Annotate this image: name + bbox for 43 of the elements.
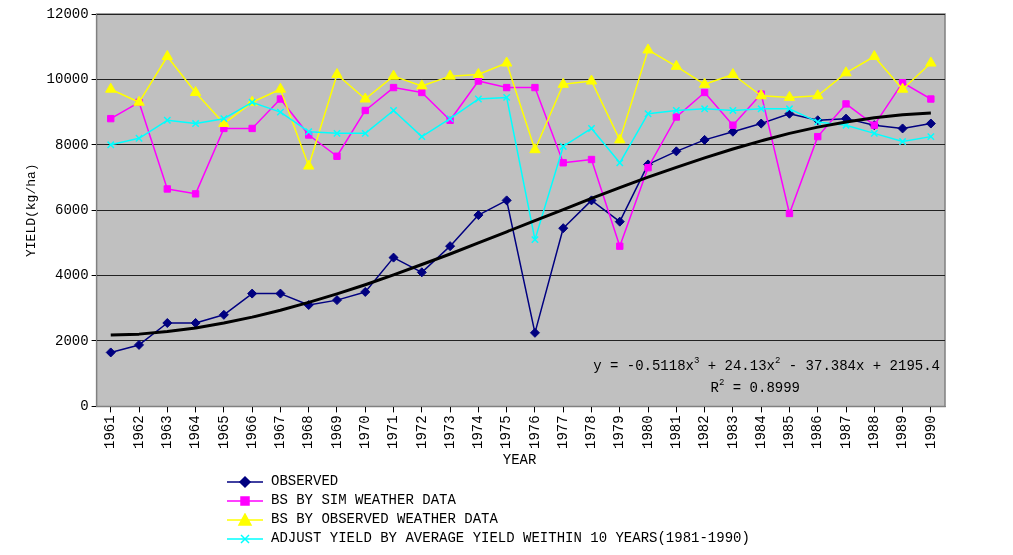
x-tick-label: 1990 (922, 415, 939, 449)
legend-label: BS BY SIM WEATHER DATA (271, 491, 456, 510)
x-tick-label: 1989 (894, 415, 911, 449)
x-tick-label: 1962 (130, 415, 147, 449)
y-tick-label: 0 (80, 398, 89, 415)
x-tick-label: 1982 (696, 415, 713, 449)
x-tick-label: 1988 (866, 415, 882, 449)
x-tick-label: 1971 (385, 415, 402, 449)
y-tick-label: 4000 (55, 267, 89, 284)
x-tick-label: 1980 (639, 415, 656, 449)
x-tick-label: 1966 (243, 415, 260, 449)
x-tick-label: 1977 (554, 415, 571, 449)
x-tick-label: 1974 (470, 415, 487, 449)
x-tick-label: 1985 (781, 415, 798, 449)
x-tick-label: 1961 (102, 415, 119, 449)
legend-label: OBSERVED (271, 472, 339, 491)
x-tick-label: 1970 (356, 415, 373, 449)
x-tick-label: 1979 (611, 415, 628, 449)
x-tick-label: 1984 (752, 415, 769, 449)
y-tick-label: 10000 (46, 71, 89, 88)
x-tick-label: 1969 (328, 415, 345, 449)
x-tick-label: 1968 (300, 415, 317, 449)
y-tick-label: 2000 (55, 332, 89, 349)
y-tick-label: 6000 (55, 201, 89, 218)
x-tick-label: 1976 (526, 415, 543, 449)
x-tick-label: 1967 (272, 415, 289, 449)
x-tick-label: 1987 (837, 415, 854, 449)
x-tick-label: 1975 (498, 415, 515, 449)
x-tick-label: 1986 (809, 415, 826, 449)
x-axis-title: YEAR (502, 452, 537, 468)
legend-label: BS BY OBSERVED WEATHER DATA (271, 510, 498, 529)
y-tick-label: 12000 (46, 5, 89, 22)
x-tick-label: 1963 (159, 415, 176, 449)
x-tick-label: 1981 (668, 415, 685, 449)
y-axis-title: YIELD(kg/ha) (24, 163, 40, 258)
x-tick-label: 1964 (187, 415, 204, 449)
x-tick-label: 1972 (413, 415, 430, 449)
x-tick-label: 1973 (441, 415, 458, 449)
legend-label: ADJUST YIELD BY AVERAGE YIELD WEITHIN 10 YEARS(1981-1990) (271, 529, 750, 548)
x-tick-label: 1983 (724, 415, 741, 449)
x-tick-label: 1965 (215, 415, 232, 449)
y-tick-label: 8000 (55, 136, 89, 153)
x-tick-label: 1978 (583, 415, 600, 449)
